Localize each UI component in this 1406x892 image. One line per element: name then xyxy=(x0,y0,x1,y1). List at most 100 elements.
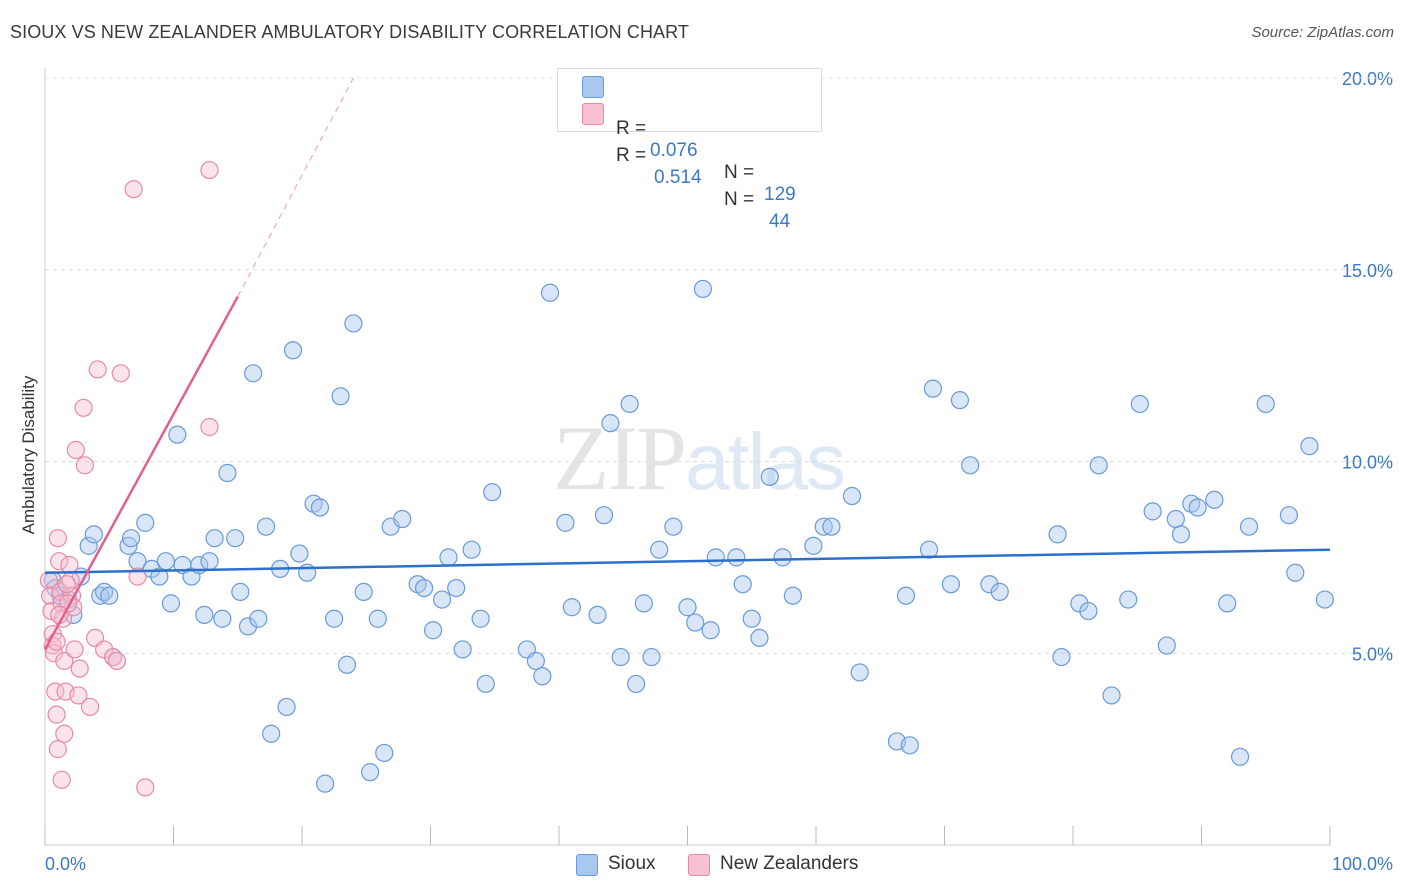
sioux-point xyxy=(238,617,258,636)
sioux-point xyxy=(1157,636,1176,655)
sioux-point xyxy=(678,598,697,617)
sioux-point xyxy=(783,586,802,605)
sioux-point xyxy=(414,578,434,598)
sioux-point xyxy=(1119,590,1138,609)
sioux-point xyxy=(733,575,752,594)
legend-row-nz: R = 0.514 N = 44 xyxy=(582,101,790,232)
nz-trend-line xyxy=(43,295,239,651)
legend-r-value: 0.076 xyxy=(650,140,698,161)
sioux-point xyxy=(961,456,980,475)
nz-point xyxy=(70,659,89,678)
nz-point xyxy=(48,740,67,759)
sioux-point xyxy=(588,605,607,625)
sioux-point xyxy=(205,529,224,548)
sioux-point xyxy=(283,341,303,360)
sioux-point xyxy=(439,548,458,567)
y-tick-label: 20.0% xyxy=(1342,69,1393,89)
sioux-point xyxy=(556,513,575,532)
y-tick-label: 15.0% xyxy=(1342,261,1393,281)
sioux-point xyxy=(642,647,661,667)
sioux-point xyxy=(325,609,344,628)
sioux-point xyxy=(1300,437,1319,456)
y-tick-label: 5.0% xyxy=(1352,644,1393,664)
nz-point xyxy=(88,360,107,379)
sioux-point xyxy=(896,586,916,605)
sioux-point xyxy=(361,763,380,782)
sioux-point xyxy=(1230,747,1250,766)
sioux-point xyxy=(1239,517,1259,536)
nz-point xyxy=(52,770,71,789)
sioux-point xyxy=(471,609,490,628)
legend-swatch-nz xyxy=(582,103,604,125)
legend-swatch-sioux xyxy=(582,76,604,98)
sioux-point xyxy=(1052,647,1071,667)
sioux-point xyxy=(1286,563,1305,582)
sioux-point xyxy=(310,498,330,517)
sioux-point xyxy=(331,387,350,406)
nz-point xyxy=(55,651,74,671)
sioux-point xyxy=(634,594,653,613)
sioux-point xyxy=(423,621,443,640)
sioux-point xyxy=(760,467,779,486)
sioux-point xyxy=(249,609,268,628)
nz-point xyxy=(57,575,76,594)
legend-row-sioux: R = 0.076 N = 129 xyxy=(582,74,796,205)
nz-point xyxy=(60,555,79,575)
sioux-point xyxy=(161,594,181,613)
legend-r-label: R = xyxy=(616,118,652,139)
sioux-point xyxy=(354,582,373,601)
sioux-point xyxy=(277,697,296,717)
sioux-point xyxy=(1079,601,1098,621)
sioux-point xyxy=(533,667,552,686)
sioux-point xyxy=(1188,498,1207,517)
sioux-point xyxy=(432,590,452,609)
nz-point xyxy=(69,686,88,705)
sioux-point xyxy=(262,724,281,743)
sioux-point xyxy=(344,314,363,333)
sioux-point xyxy=(483,483,502,502)
sioux-point xyxy=(100,586,119,605)
nz-point xyxy=(75,456,94,475)
sioux-point xyxy=(626,674,646,694)
nz-point xyxy=(47,705,66,724)
legend-r-label: R = xyxy=(616,145,652,166)
sioux-point xyxy=(447,578,466,598)
legend-n-value: 44 xyxy=(769,211,791,232)
legend-n-label: N = xyxy=(724,189,760,210)
nz-point xyxy=(66,440,85,460)
sioux-point xyxy=(693,279,713,299)
sioux-point xyxy=(142,559,161,578)
sioux-point xyxy=(941,575,961,594)
nz-point xyxy=(48,529,67,548)
nz-point xyxy=(65,640,84,659)
legend-n-value: 129 xyxy=(764,184,796,205)
nz-point xyxy=(107,651,127,671)
sioux-point xyxy=(601,414,620,433)
sioux-point xyxy=(337,655,357,674)
sioux-point xyxy=(1130,394,1149,414)
chart-source: Source: ZipAtlas.com xyxy=(1251,24,1394,41)
sioux-point xyxy=(231,582,250,601)
sioux-point xyxy=(136,513,155,532)
sioux-point xyxy=(750,628,769,648)
sioux-point xyxy=(1205,490,1224,509)
watermark-zip: ZIP xyxy=(553,407,687,509)
sioux-point xyxy=(526,651,545,671)
sioux-point xyxy=(316,774,335,793)
sioux-point xyxy=(540,283,560,302)
sioux-point xyxy=(256,517,276,536)
sioux-point xyxy=(822,517,841,536)
sioux-point xyxy=(562,598,581,617)
sioux-point xyxy=(650,540,669,559)
nz-trend-extension xyxy=(237,77,354,297)
sioux-point xyxy=(900,736,919,755)
sioux-point xyxy=(290,544,309,563)
sioux-point xyxy=(701,621,720,640)
nz-point xyxy=(46,682,65,701)
legend-r-value: 0.514 xyxy=(654,167,702,188)
sioux-point xyxy=(1218,594,1237,613)
sioux-point xyxy=(842,486,862,506)
nz-point xyxy=(47,632,66,651)
nz-point xyxy=(44,644,64,663)
x-tick-label: 100.0% xyxy=(1332,854,1393,874)
